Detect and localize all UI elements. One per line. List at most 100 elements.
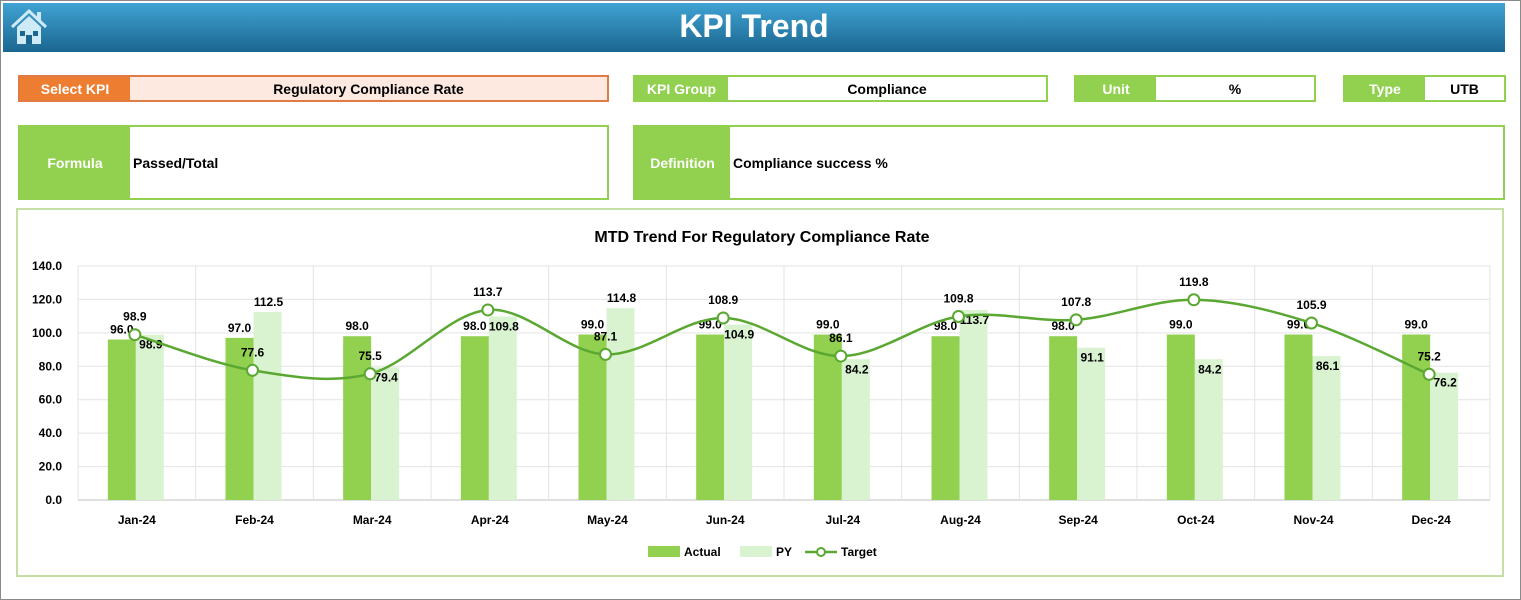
x-tick-label: Jan-24 xyxy=(118,513,156,527)
type-field: Type UTB xyxy=(1343,75,1506,102)
bar-actual xyxy=(931,336,960,500)
bar-actual xyxy=(343,336,372,500)
label-actual: 99.0 xyxy=(1404,318,1428,332)
y-tick-label: 40.0 xyxy=(39,426,63,440)
y-tick-label: 120.0 xyxy=(32,292,62,306)
label-target: 105.9 xyxy=(1296,298,1326,312)
unit-field: Unit % xyxy=(1074,75,1316,102)
target-point xyxy=(952,309,965,323)
y-tick-label: 100.0 xyxy=(32,326,62,340)
bar-py xyxy=(1312,356,1341,500)
bar-py xyxy=(1077,347,1106,500)
bar-py xyxy=(371,367,400,500)
unit-value: % xyxy=(1156,77,1314,100)
bar-py xyxy=(253,311,282,500)
target-point xyxy=(1069,313,1083,327)
definition-value: Compliance success % xyxy=(730,127,1503,198)
header-bar: KPI Trend xyxy=(3,3,1505,52)
label-py: 91.1 xyxy=(1080,351,1104,365)
label-py: 76.2 xyxy=(1433,376,1457,390)
kpi-group-value: Compliance xyxy=(728,77,1046,100)
home-icon[interactable] xyxy=(9,7,49,47)
label-actual: 98.0 xyxy=(463,319,487,333)
label-actual: 98.0 xyxy=(345,319,369,333)
y-tick-label: 0.0 xyxy=(45,493,62,507)
x-tick-label: Nov-24 xyxy=(1293,513,1333,527)
label-target: 98.9 xyxy=(123,310,147,324)
label-target: 109.8 xyxy=(943,291,973,305)
x-tick-label: Oct-24 xyxy=(1177,513,1215,527)
chart-panel xyxy=(16,208,1504,577)
label-actual: 99.0 xyxy=(1169,318,1193,332)
kpi-group-field: KPI Group Compliance xyxy=(633,75,1048,102)
bar-py xyxy=(488,316,517,500)
bar-py xyxy=(841,359,870,500)
x-tick-label: Dec-24 xyxy=(1411,513,1451,527)
bar-actual xyxy=(1402,334,1431,500)
unit-label: Unit xyxy=(1076,77,1156,100)
target-point xyxy=(363,367,377,381)
bar-actual xyxy=(1049,336,1078,500)
x-tick-label: Jun-24 xyxy=(706,513,745,527)
bar-actual xyxy=(460,336,489,500)
label-py: 79.4 xyxy=(374,370,398,384)
label-actual: 99.0 xyxy=(581,318,605,332)
legend-actual-swatch xyxy=(648,546,680,557)
bar-py xyxy=(959,309,988,500)
label-target: 77.6 xyxy=(241,345,265,359)
kpi-group-label: KPI Group xyxy=(635,77,728,100)
target-point xyxy=(599,347,612,361)
label-target: 107.8 xyxy=(1061,295,1091,309)
label-target: 108.9 xyxy=(708,293,738,307)
bar-actual xyxy=(1284,334,1313,500)
label-py: 104.9 xyxy=(724,328,754,342)
target-point xyxy=(716,311,730,325)
label-target: 113.7 xyxy=(473,285,503,299)
legend-py-swatch xyxy=(740,546,772,557)
target-point xyxy=(1305,316,1318,330)
bar-actual xyxy=(107,339,136,500)
select-kpi-value[interactable]: Regulatory Compliance Rate xyxy=(130,77,607,100)
page-title: KPI Trend xyxy=(679,8,829,44)
x-tick-label: Jul-24 xyxy=(825,513,860,527)
label-target: 75.2 xyxy=(1417,349,1441,363)
legend-py: PY xyxy=(776,545,792,559)
formula-field: Formula Passed/Total xyxy=(18,125,609,200)
target-point xyxy=(1422,367,1436,381)
definition-field: Definition Compliance success % xyxy=(633,125,1505,200)
y-tick-label: 80.0 xyxy=(39,359,63,373)
target-point xyxy=(481,303,495,317)
label-py: 84.2 xyxy=(1198,362,1222,376)
type-label: Type xyxy=(1345,77,1425,100)
x-tick-label: Apr-24 xyxy=(471,513,509,527)
target-line xyxy=(134,298,1430,381)
formula-label: Formula xyxy=(20,127,130,198)
bar-actual xyxy=(1166,334,1195,500)
label-py: 84.2 xyxy=(845,362,869,376)
label-actual: 96.0 xyxy=(110,323,134,337)
bar-py xyxy=(606,308,635,500)
label-target: 119.8 xyxy=(1179,275,1209,289)
select-kpi-label: Select KPI xyxy=(20,77,130,100)
label-py: 114.8 xyxy=(607,291,637,305)
x-tick-label: Mar-24 xyxy=(353,513,392,527)
bar-actual xyxy=(696,334,725,500)
label-actual: 98.0 xyxy=(1051,319,1075,333)
label-target: 86.1 xyxy=(829,331,853,345)
bar-py xyxy=(135,334,164,500)
bar-py xyxy=(1430,372,1459,500)
label-actual: 98.0 xyxy=(934,319,958,333)
bar-py xyxy=(724,324,753,500)
bar-actual xyxy=(578,334,607,500)
label-py: 109.8 xyxy=(489,319,519,333)
label-actual: 99.0 xyxy=(816,318,840,332)
x-tick-label: Feb-24 xyxy=(235,513,274,527)
bar-actual xyxy=(813,334,842,500)
formula-value: Passed/Total xyxy=(130,127,607,198)
label-actual: 97.0 xyxy=(228,321,252,335)
y-tick-label: 20.0 xyxy=(39,460,63,474)
legend-target-marker xyxy=(816,547,826,557)
type-value: UTB xyxy=(1425,77,1504,100)
x-tick-label: Aug-24 xyxy=(940,513,981,527)
select-kpi-field[interactable]: Select KPI Regulatory Compliance Rate xyxy=(18,75,609,102)
